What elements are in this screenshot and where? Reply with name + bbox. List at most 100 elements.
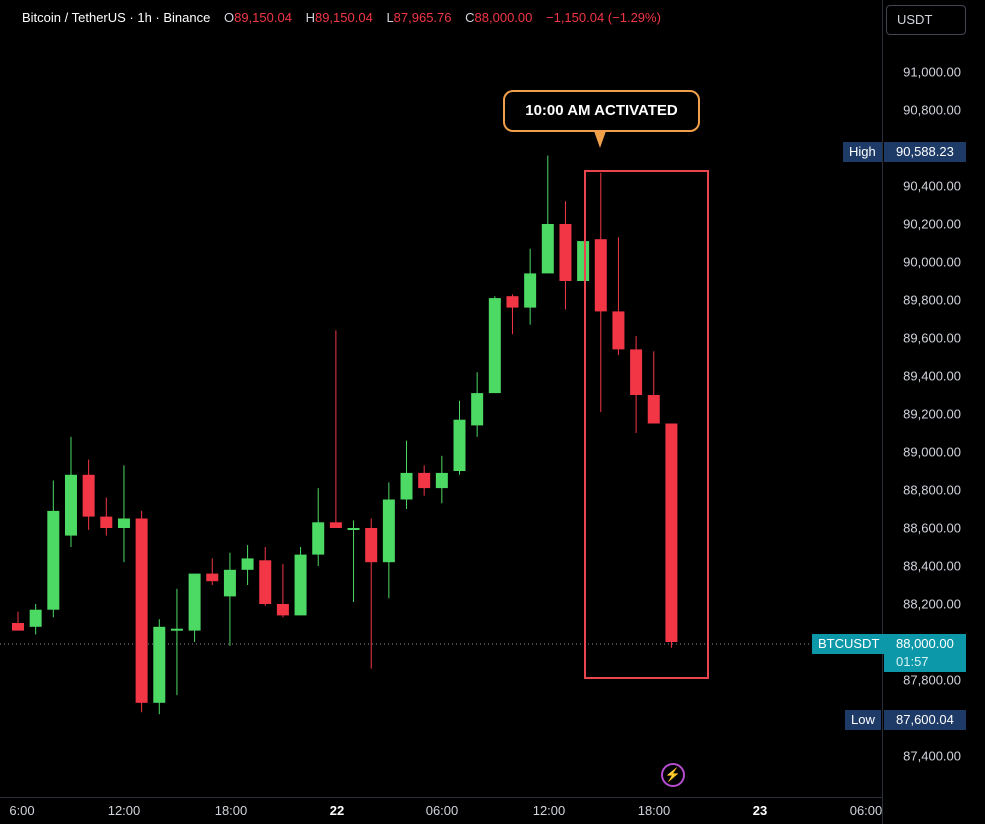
symbol-title[interactable]: Bitcoin / TetherUS · 1h · Binance	[22, 10, 211, 25]
candle	[541, 155, 554, 274]
candle	[117, 465, 130, 563]
candle	[435, 455, 448, 504]
candle-body	[471, 393, 484, 426]
candle-body	[276, 604, 289, 616]
time-tick-label: 18:00	[214, 803, 248, 818]
candle-body	[612, 311, 625, 350]
low-key: L	[386, 10, 394, 25]
high-tag-label: High	[843, 142, 882, 162]
candle	[241, 545, 254, 585]
time-axis[interactable]: 6:00 12:00 18:00 22 06:00 12:00 18:00 23 06:00	[0, 797, 882, 824]
candle-body	[100, 516, 113, 528]
candle-body	[294, 554, 307, 616]
candle-body	[506, 296, 519, 308]
price-tick-label: 90,000.00	[903, 254, 961, 270]
candle	[312, 488, 325, 566]
candle	[506, 294, 519, 335]
candle	[347, 520, 360, 603]
annotation-callout: 10:00 AM ACTIVATED	[503, 90, 700, 132]
candle-body	[453, 419, 466, 471]
close-key: C	[465, 10, 475, 25]
price-tick-label: 89,600.00	[903, 330, 961, 346]
time-tick-label: 18:00	[637, 803, 671, 818]
price-tick-label: 90,800.00	[903, 102, 961, 118]
candle-body	[647, 395, 660, 424]
candle	[29, 604, 42, 635]
open-key: O	[223, 10, 235, 25]
candle-body	[382, 499, 395, 563]
price-tick-label: 88,800.00	[903, 482, 961, 498]
candle-body	[559, 224, 572, 281]
low-tag-label: Low	[845, 710, 881, 730]
price-axis[interactable]: 91,000.00 90,800.00 90,400.00 90,200.00 90,0…	[882, 0, 985, 824]
candle	[471, 372, 484, 437]
candle-body	[418, 472, 431, 489]
candle-body	[47, 510, 60, 610]
price-tick-label: 89,400.00	[903, 368, 961, 384]
highlight-box	[584, 170, 709, 679]
candle	[453, 400, 466, 475]
candle-body	[12, 623, 24, 631]
candle-body	[665, 423, 678, 642]
open-value: 89,150.04	[234, 10, 292, 25]
candle	[135, 510, 148, 713]
candle	[647, 351, 660, 424]
price-tick-label: 90,400.00	[903, 178, 961, 194]
price-tick-label: 88,600.00	[903, 520, 961, 536]
candle-body	[329, 522, 342, 528]
last-price-value: 88,000.00	[896, 636, 954, 651]
price-tick-label: 88,400.00	[903, 558, 961, 574]
price-tick-label: 89,200.00	[903, 406, 961, 422]
symbol-header: Bitcoin / TetherUS · 1h · Binance O89,15…	[22, 10, 661, 25]
low-tag-value: 87,600.04	[884, 710, 966, 730]
candle-body	[524, 273, 537, 308]
candle-body	[312, 522, 325, 555]
currency-button[interactable]: USDT	[886, 5, 966, 35]
time-tick-label: 22	[329, 803, 345, 818]
candle-body	[435, 472, 448, 489]
candle	[47, 480, 60, 618]
countdown: 01:57	[896, 654, 929, 669]
high-tag-value: 90,588.23	[884, 142, 966, 162]
candle-body	[365, 528, 378, 563]
candle	[294, 547, 307, 616]
candle-body	[488, 298, 501, 394]
candle	[630, 336, 643, 433]
high-key: H	[305, 10, 315, 25]
price-tick-label: 87,400.00	[903, 748, 961, 764]
candlestick-chart[interactable]	[0, 0, 882, 797]
candle-body	[541, 224, 554, 274]
candle-body	[630, 349, 643, 395]
candle	[488, 296, 501, 394]
candle	[577, 241, 590, 281]
close-value: 88,000.00	[474, 10, 533, 25]
time-tick-label: 06:00	[425, 803, 459, 818]
annotation-text: 10:00 AM ACTIVATED	[525, 102, 678, 119]
price-tick-label: 90,200.00	[903, 216, 961, 232]
price-tick-label: 87,800.00	[903, 672, 961, 688]
candle	[223, 552, 236, 646]
last-price-tag: 88,000.00 01:57	[884, 634, 966, 672]
candle-body	[347, 528, 360, 530]
candle	[206, 558, 219, 585]
candle-body	[577, 241, 590, 281]
candle-body	[170, 628, 183, 631]
candle	[188, 573, 201, 642]
candles-group	[12, 155, 678, 715]
candle	[665, 423, 678, 648]
candle	[400, 440, 413, 509]
candle-body	[29, 609, 42, 627]
candle-body	[64, 474, 77, 536]
candle	[259, 547, 272, 606]
candle-body	[223, 569, 236, 597]
candle	[64, 436, 77, 547]
candle-body	[206, 573, 219, 582]
symbol-tag: BTCUSDT	[812, 634, 886, 654]
candle	[594, 172, 607, 413]
chart-plot-area[interactable]: 10:00 AM ACTIVATED Bitcoin / TetherUS · …	[0, 0, 882, 797]
time-tick-label: 12:00	[107, 803, 141, 818]
candle	[276, 564, 289, 618]
lightning-bolt-icon[interactable]: ⚡	[661, 763, 685, 787]
candle	[82, 459, 95, 530]
